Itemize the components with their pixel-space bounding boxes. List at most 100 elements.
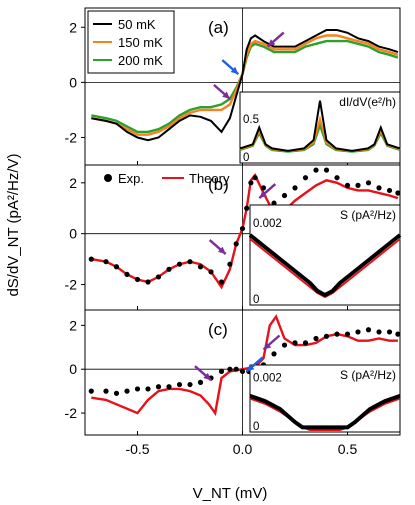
data-point [124, 388, 130, 394]
data-point [376, 329, 382, 335]
panel-label: (c) [208, 320, 228, 339]
arrow-head [259, 190, 268, 199]
annotation-arrow [221, 59, 240, 76]
data-point [395, 331, 400, 337]
legend: Exp. Theory [104, 171, 230, 186]
series-group [91, 29, 399, 142]
data-point [155, 384, 162, 390]
data-point [166, 266, 172, 272]
y-tick-label: 2 [69, 175, 77, 191]
series-line [91, 29, 399, 142]
arrow-head [246, 364, 255, 372]
data-point [233, 366, 239, 372]
inset-label: S (pA²/Hz) [340, 208, 396, 222]
inset-y-tick-label: 0.002 [253, 218, 282, 230]
data-point [271, 200, 277, 206]
data-point [239, 225, 246, 232]
annotation-arrow [266, 31, 285, 48]
arrow-head [230, 66, 239, 75]
data-point [344, 331, 351, 337]
inset-series-line [248, 233, 402, 298]
data-point [218, 368, 225, 375]
panel-label: (a) [208, 18, 229, 37]
data-point [365, 180, 372, 186]
data-point [227, 261, 233, 267]
inset-y-tick-label: 0.002 [253, 373, 282, 385]
data-point [197, 264, 204, 270]
data-point [334, 331, 340, 337]
annotation-arrow [262, 334, 281, 351]
data-point [281, 192, 288, 199]
x-tick-label: 0.5 [338, 441, 358, 457]
data-point [113, 390, 120, 396]
x-tick-label: 0.0 [233, 441, 253, 457]
arrow-head [263, 342, 272, 350]
data-point [113, 264, 120, 270]
data-point [103, 388, 109, 394]
data-point [187, 259, 193, 265]
legend: 50 mK 150 mK 200 mK [87, 10, 175, 74]
data-point [292, 185, 298, 191]
inset-frame [249, 364, 401, 433]
data-point [244, 205, 250, 211]
y-tick-label: 0 [69, 74, 77, 90]
data-point [187, 381, 193, 388]
data-point [145, 386, 151, 392]
inset-series-line [249, 394, 401, 430]
inset-label: S (pA²/Hz) [340, 368, 396, 382]
arrow-head [203, 372, 211, 381]
inset-c: 0 0.002 S (pA²/Hz) [249, 364, 401, 433]
data-point [103, 259, 109, 265]
data-point [355, 182, 361, 188]
data-point [88, 256, 94, 262]
y-tick-label: -2 [65, 277, 78, 293]
legend-label: Exp. [118, 171, 144, 186]
legend-swatch-exp [104, 174, 112, 182]
y-tick-label: 0 [69, 226, 77, 242]
x-axis-label: V_NT (mV) [193, 485, 268, 502]
inset-y-tick-label: 0 [253, 294, 259, 306]
panel-c: -2 0 2 (c) 0 0.002 S (pA²/Hz) -0.5 0.0 0.5 [65, 309, 401, 457]
data-point [252, 175, 258, 181]
y-tick-label: 0 [69, 361, 77, 377]
data-point [218, 279, 225, 285]
data-point [134, 386, 141, 392]
data-point [355, 329, 361, 335]
y-tick-label: 2 [69, 317, 77, 333]
arrow-head [222, 91, 230, 99]
data-point [313, 167, 319, 173]
data-point [239, 368, 246, 375]
data-point [208, 269, 214, 275]
inset-a: 0 0.5 dI/dV(e²/h) [239, 91, 401, 164]
data-point [323, 333, 330, 339]
data-point [302, 340, 309, 346]
inset-y-tick-label: 0 [243, 152, 249, 164]
data-point [166, 384, 172, 390]
inset-b: 0 0.002 S (pA²/Hz) [248, 204, 402, 306]
x-tick-label: -0.5 [125, 441, 149, 457]
data-point [344, 182, 351, 188]
arrow-head [217, 246, 226, 255]
data-point [376, 185, 382, 191]
panel-label: (b) [208, 175, 229, 194]
annotation-arrow [194, 365, 212, 382]
data-point [176, 381, 183, 388]
data-point [248, 180, 254, 186]
inset-y-tick-label: 0.5 [243, 114, 259, 126]
y-tick-label: -2 [65, 129, 78, 145]
data-point [395, 190, 400, 196]
data-point [145, 279, 151, 285]
data-point [302, 175, 309, 181]
inset-label: dI/dV(e²/h) [339, 95, 396, 109]
data-point [134, 276, 141, 283]
data-point [386, 187, 393, 194]
data-point [124, 271, 130, 277]
panel-b: -2 0 2 (b) Exp. Theory 0 0.002 S (pA²/Hz) [65, 164, 402, 311]
inset-series-line [239, 100, 401, 152]
legend-label: Theory [189, 171, 230, 186]
data-point [313, 335, 319, 342]
data-point [281, 342, 288, 348]
arrow-head [267, 39, 276, 47]
y-axis-label: dS/dV_NT (pA²/Hz/V) [5, 153, 22, 296]
